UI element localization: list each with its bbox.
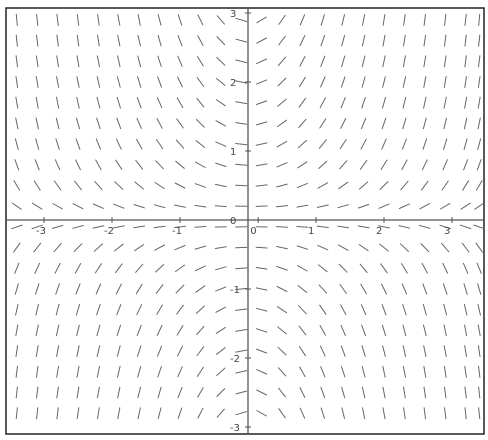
y-tick-label-6: -3	[230, 423, 240, 434]
slope-segment-10-13	[277, 227, 288, 228]
x-tick-label-4: 1	[308, 226, 314, 237]
slope-segment-8-11	[236, 185, 247, 186]
y-tick-label-2: 1	[230, 147, 236, 158]
x-tick-label-3: 0	[250, 226, 256, 237]
plot-border	[6, 8, 484, 434]
x-tick-label-6: 3	[444, 226, 450, 237]
y-tick-label-5: -2	[230, 354, 240, 365]
y-tick-label-0: 3	[230, 9, 236, 20]
x-tick-label-5: 2	[376, 226, 382, 237]
y-tick-label-3: 0	[230, 216, 236, 227]
x-tick-label-1: -2	[104, 226, 114, 237]
y-tick-label-4: -1	[230, 285, 240, 296]
x-tick-label-0: -3	[36, 226, 46, 237]
y-tick-label-1: 2	[230, 78, 236, 89]
x-tick-label-2: -1	[172, 226, 182, 237]
